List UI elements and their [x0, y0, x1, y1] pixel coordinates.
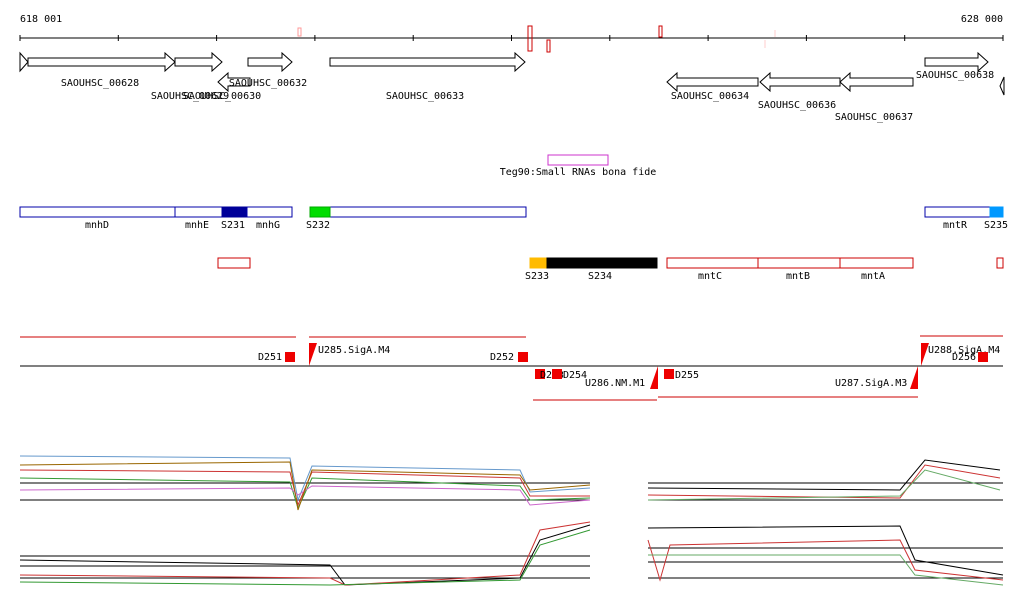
tss-marker	[552, 369, 562, 379]
tss-marker	[650, 366, 658, 389]
tss-marker	[309, 343, 317, 366]
gene-label: SAOUHSC_00629	[151, 91, 229, 102]
feature-label: mntC	[698, 271, 722, 282]
tss-label: D251	[258, 352, 282, 363]
gene-label: SAOUHSC_00636	[758, 100, 836, 111]
tss-marker	[535, 369, 545, 379]
tss-label: D254	[563, 370, 587, 381]
tss-label: D252	[490, 352, 514, 363]
gene-arrow	[329, 51, 526, 73]
feature-label: S233	[525, 271, 549, 282]
operon-label: mnhD	[85, 220, 109, 231]
gene-arrow	[759, 71, 841, 93]
feature-label: mntA	[861, 271, 885, 282]
operon-box	[221, 206, 248, 218]
tss-label: U287.SigA.M3	[835, 378, 907, 389]
feature-box	[839, 257, 914, 269]
gene-arrow	[27, 51, 176, 73]
operon-box	[329, 206, 527, 218]
operon-box	[246, 206, 293, 218]
gene-label: SAOUHSC_00637	[835, 112, 913, 123]
tss-label: U286.NM.M1	[585, 378, 645, 389]
feature-label: mntB	[786, 271, 810, 282]
feature-label: S234	[588, 271, 612, 282]
tss-marker	[518, 352, 528, 362]
gene-arrow	[924, 51, 989, 73]
operon-box	[174, 206, 223, 218]
operon-label: S235	[984, 220, 1008, 231]
feature-box	[996, 257, 1004, 269]
gene-arrow	[19, 51, 29, 73]
gene-arrow	[666, 71, 759, 93]
tss-marker	[921, 343, 929, 366]
gene-arrow	[174, 51, 223, 73]
gene-arrow	[217, 71, 251, 93]
operon-label: S231	[221, 220, 245, 231]
operon-label: S232	[306, 220, 330, 231]
operon-label: mnhG	[256, 220, 280, 231]
feature-box	[529, 257, 548, 269]
operon-box	[19, 206, 176, 218]
operon-label: mnhE	[185, 220, 209, 231]
operon-label: mntR	[943, 220, 968, 231]
feature-box	[666, 257, 759, 269]
operon-box	[924, 206, 991, 218]
tss-marker	[285, 352, 295, 362]
ruler-start: 618 001	[20, 14, 62, 25]
gene-arrow	[247, 51, 293, 73]
gene-label: SAOUHSC_00628	[61, 78, 139, 89]
tss-label: D255	[675, 370, 699, 381]
tss-marker	[910, 366, 918, 389]
small-rna-label: Teg90:Small RNAs bona fide	[500, 167, 657, 178]
traces	[19, 455, 1004, 586]
tss-label: D256	[952, 352, 976, 363]
operon-box	[989, 206, 1004, 218]
tss-label: U285.SigA.M4	[318, 345, 390, 356]
feature-box	[546, 257, 658, 269]
gene-arrow	[999, 76, 1005, 96]
gene-label: SAOUHSC_00632	[229, 78, 307, 89]
tss-label: U288.SigA.M4	[928, 345, 1000, 356]
tss-marker	[978, 352, 988, 362]
gene-label: SAOUHSC_00634	[671, 91, 749, 102]
feature-box	[217, 257, 251, 269]
gene-arrow	[839, 71, 914, 93]
gene-label: SAOUHSC_00630	[183, 91, 261, 102]
tss-marker	[664, 369, 674, 379]
gene-label: SAOUHSC_00633	[386, 91, 464, 102]
small-rna	[547, 154, 609, 166]
operon-box	[309, 206, 331, 218]
gene-label: SAOUHSC_00638	[916, 70, 994, 81]
ruler-end: 628 000	[961, 14, 1003, 25]
feature-box	[757, 257, 841, 269]
